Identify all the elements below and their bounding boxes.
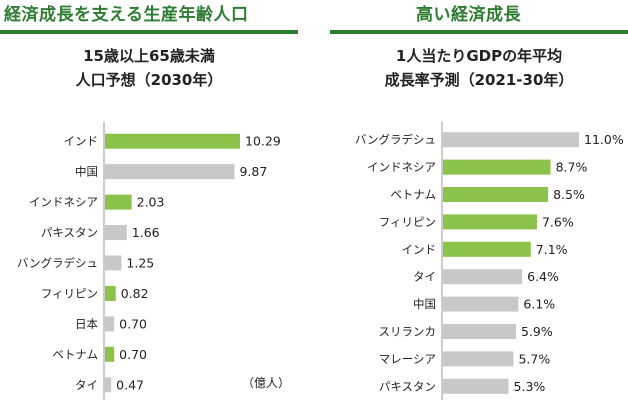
bar bbox=[443, 214, 537, 230]
category-label: 中国 bbox=[75, 165, 98, 179]
value-label: 8.5% bbox=[553, 187, 585, 202]
category-label: ベトナム bbox=[390, 188, 436, 202]
category-label: 中国 bbox=[413, 297, 436, 311]
right-chart-title-line1: 1人当たりGDPの年平均 bbox=[395, 47, 563, 65]
bar bbox=[105, 225, 127, 241]
value-label: 7.1% bbox=[536, 242, 568, 257]
bar bbox=[443, 159, 551, 175]
bar bbox=[105, 346, 115, 362]
left-bar-chart: インド 10.29 中国 9.87 インドネシア 2.03 パキスタン 1.66 バングラデシュ… bbox=[17, 122, 281, 400]
value-label: 5.7% bbox=[518, 351, 550, 366]
right-panel-rule bbox=[330, 30, 628, 34]
value-label: 0.70 bbox=[119, 316, 147, 331]
category-label: インド bbox=[402, 242, 437, 256]
left-chart-title-line2: 人口予想（2030年） bbox=[75, 71, 223, 89]
category-label: ベトナム bbox=[52, 347, 98, 361]
bar bbox=[443, 241, 531, 257]
bar bbox=[105, 164, 235, 180]
category-label: インドネシア bbox=[367, 160, 436, 174]
value-label: 6.1% bbox=[523, 297, 555, 312]
value-label: 8.7% bbox=[556, 160, 588, 175]
bar bbox=[105, 255, 122, 271]
left-panel-header: 経済成長を支える生産年齢人口 bbox=[4, 5, 249, 25]
category-label: マレーシア bbox=[379, 352, 436, 366]
category-label: スリランカ bbox=[379, 325, 437, 339]
value-label: 10.29 bbox=[245, 134, 281, 149]
right-chart-title-line2: 成長率予測（2021-30年） bbox=[384, 71, 574, 89]
bar bbox=[443, 296, 519, 312]
right-panel-header: 高い経済成長 bbox=[416, 5, 521, 25]
bar bbox=[443, 187, 549, 202]
bar bbox=[443, 269, 523, 285]
bar bbox=[443, 132, 579, 148]
value-label: 5.9% bbox=[521, 324, 553, 339]
bar bbox=[443, 351, 514, 367]
bar bbox=[105, 377, 112, 393]
left-chart-title-line1: 15歳以上65歳未満 bbox=[83, 47, 215, 65]
bar bbox=[443, 378, 509, 394]
left-panel-rule bbox=[0, 30, 298, 34]
category-label: バングラデシュ bbox=[355, 133, 436, 147]
value-label: 0.82 bbox=[121, 286, 149, 301]
value-label: 11.0% bbox=[584, 132, 624, 147]
category-label: パキスタン bbox=[41, 226, 98, 240]
category-label: フィリピン bbox=[41, 286, 98, 300]
value-label: 7.6% bbox=[542, 214, 574, 229]
category-label: インドネシア bbox=[29, 195, 98, 209]
value-label: 2.03 bbox=[137, 195, 165, 210]
category-label: インド bbox=[64, 134, 99, 148]
category-label: バングラデシュ bbox=[17, 256, 98, 270]
bar bbox=[105, 285, 116, 301]
value-label: 5.3% bbox=[514, 379, 546, 394]
category-label: 日本 bbox=[75, 317, 98, 331]
bar bbox=[105, 316, 115, 332]
left-unit-label: （億人） bbox=[242, 376, 290, 390]
value-label: 1.25 bbox=[126, 256, 154, 271]
category-label: パキスタン bbox=[379, 379, 436, 393]
right-chart-title: 1人当たりGDPの年平均 成長率予測（2021-30年） bbox=[330, 44, 628, 92]
bar bbox=[105, 133, 240, 149]
bar bbox=[443, 324, 516, 339]
value-label: 1.66 bbox=[132, 225, 160, 240]
category-label: タイ bbox=[75, 378, 98, 392]
left-chart-title: 15歳以上65歳未満 人口予想（2030年） bbox=[0, 44, 298, 92]
value-label: 0.47 bbox=[116, 377, 144, 392]
bar bbox=[105, 194, 132, 210]
value-label: 0.70 bbox=[119, 347, 147, 362]
category-label: タイ bbox=[413, 270, 436, 284]
right-bar-chart: バングラデシュ 11.0% インドネシア 8.7% ベトナム 8.5% フィリピン 7.6% イ… bbox=[355, 122, 624, 400]
category-label: フィリピン bbox=[379, 215, 436, 229]
value-label: 9.87 bbox=[239, 164, 267, 179]
value-label: 6.4% bbox=[527, 269, 559, 284]
